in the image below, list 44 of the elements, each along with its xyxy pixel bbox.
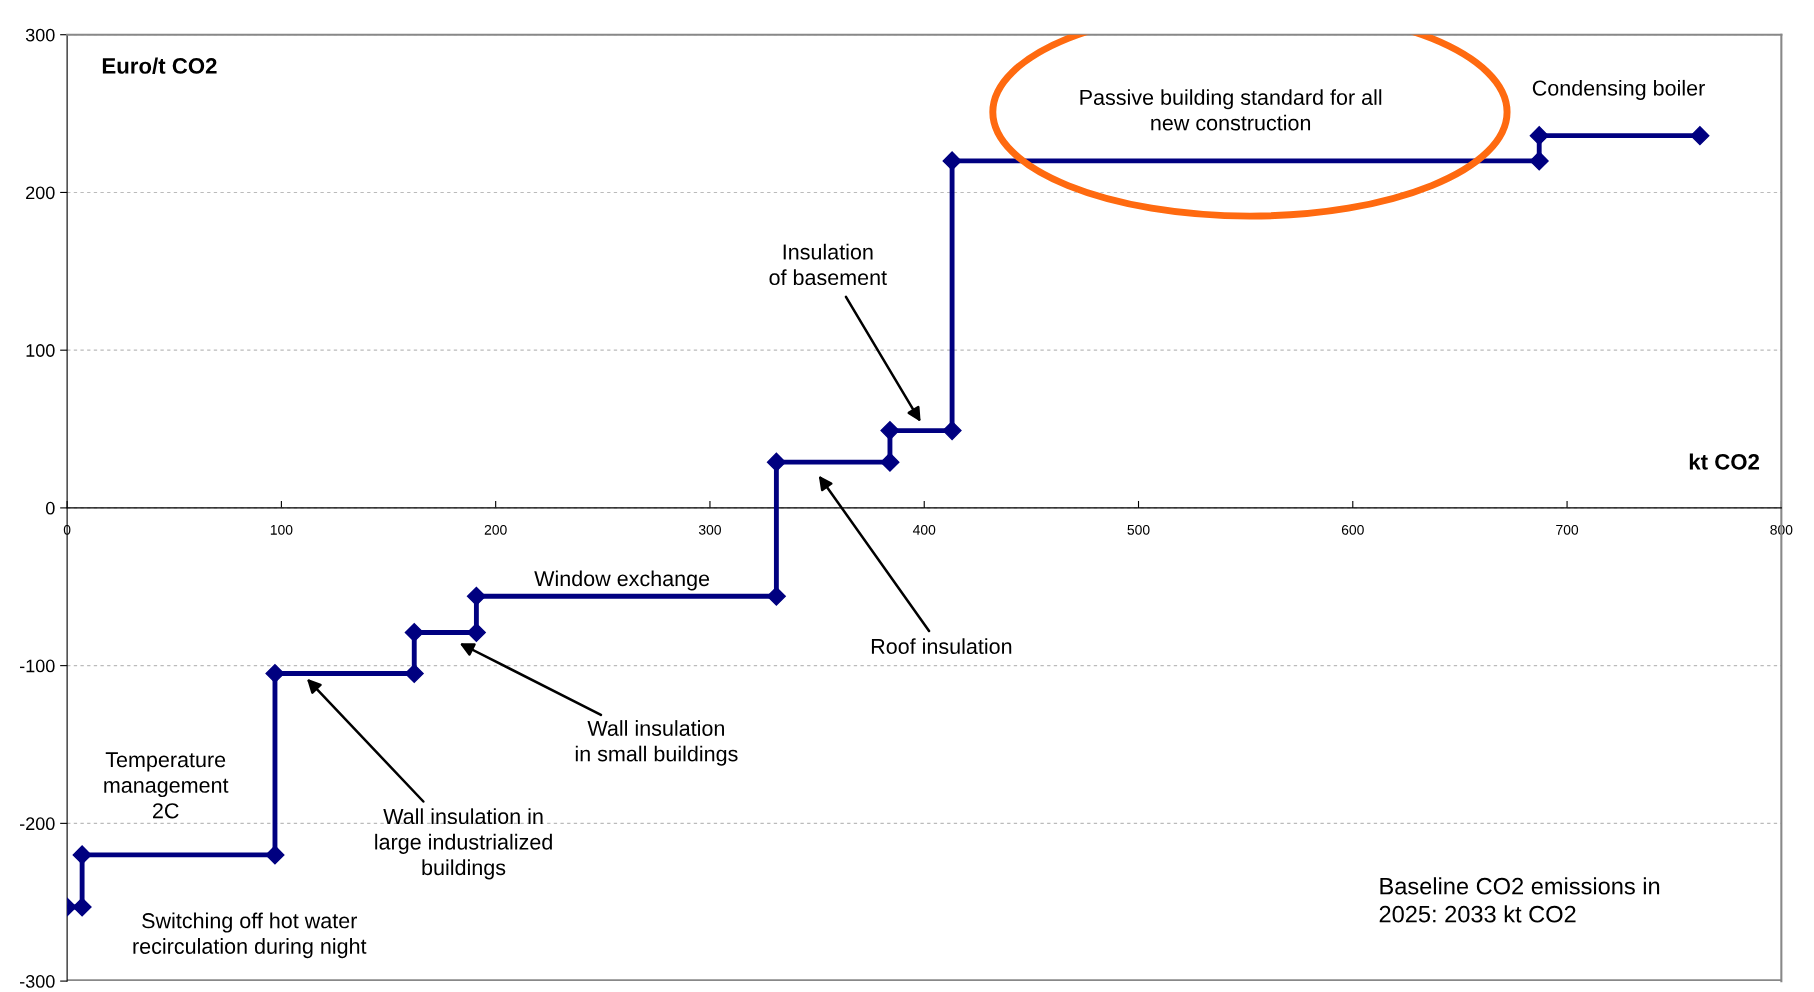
y-tick-label: 0	[45, 501, 55, 515]
x-tick-label: 700	[1556, 524, 1579, 535]
annotation: Baseline CO2 emissions in 2025: 2033 kt CO2	[1379, 877, 1660, 923]
annotation: Insulation of basement	[769, 243, 887, 286]
point	[1529, 126, 1549, 146]
y-axis-title: Euro/t CO2	[102, 57, 217, 75]
x-tick-label: 300	[698, 524, 721, 535]
x-tick-label: 200	[484, 524, 507, 535]
annotation: Condensing boiler	[1532, 79, 1705, 100]
y-tick-label: 200	[26, 186, 55, 200]
y-tick-label: 100	[26, 344, 55, 357]
point	[466, 622, 486, 643]
x-tick-label: 100	[270, 524, 293, 535]
point	[1690, 126, 1710, 146]
point	[265, 845, 285, 865]
x-tick-label: 500	[1127, 524, 1150, 535]
point	[942, 151, 962, 171]
point	[265, 663, 285, 684]
x-tick-label: 600	[1341, 524, 1364, 535]
x-tick-label: 400	[912, 524, 936, 535]
point	[766, 586, 786, 606]
annotation: Roof insulation	[871, 638, 1012, 655]
annotation: Switching off hot water recirculation during night	[133, 912, 367, 959]
point	[404, 622, 424, 643]
annotation: Window exchange	[534, 570, 710, 591]
annotation: Temperature management 2C	[104, 752, 229, 819]
y-tick-label: -100	[19, 659, 55, 673]
y-tick-label: -200	[19, 817, 55, 831]
point	[942, 421, 962, 441]
point	[404, 663, 424, 684]
x-tick-label: 800	[1770, 524, 1793, 535]
annotation: Passive building standard for all new construction	[1080, 89, 1382, 131]
point	[1529, 151, 1549, 171]
x-axis-title: kt CO2	[1689, 453, 1760, 470]
point	[72, 845, 92, 865]
y-tick-label: -300	[19, 975, 55, 988]
point	[880, 421, 900, 441]
point	[880, 452, 900, 472]
annotation: Wall insulation in small buildings	[575, 720, 738, 766]
point	[766, 452, 786, 472]
point	[72, 897, 92, 917]
y-tick-label: 300	[25, 28, 55, 42]
point	[466, 586, 486, 606]
annotation: Wall insulation in large industrialized buildings	[375, 808, 552, 880]
